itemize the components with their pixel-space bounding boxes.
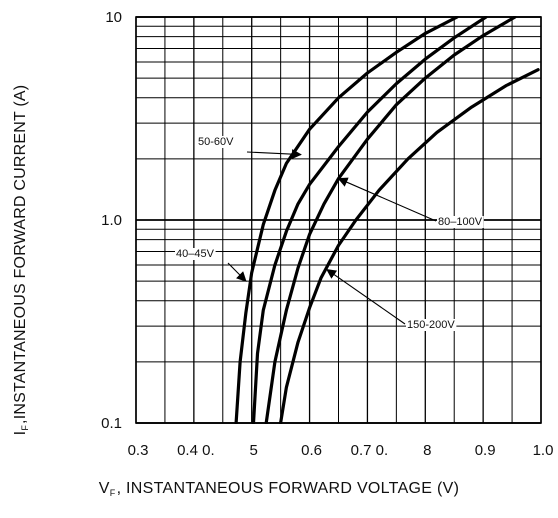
annotation-arrow <box>326 268 406 325</box>
x-axis-label-subscript: F <box>109 488 116 498</box>
y-axis-label-wrap: IF,INSTANTANEOUS FORWARD CURRENT (A) <box>0 0 40 518</box>
annotation-label-bg <box>406 319 457 331</box>
x-tick-label: 0.7 0. <box>351 442 389 459</box>
annotation-label-bg <box>197 136 236 148</box>
x-axis-label-prefix: V <box>98 480 110 497</box>
y-tick-label: 10 <box>105 9 122 26</box>
series-line <box>234 16 459 424</box>
annotation-label: 40–45V <box>176 248 215 260</box>
x-tick-label: 0.6 <box>301 442 322 459</box>
y-axis-label-prefix: I <box>12 430 29 436</box>
y-tick-label: 0.1 <box>101 415 122 432</box>
annotation-label-bg <box>175 248 216 260</box>
annotation-arrow <box>337 177 437 222</box>
y-tick-label: 1.0 <box>101 212 122 229</box>
tick-label-layer: 0.3 0.4 0. 5 0.6 0.7 0. 8 0.9 1.0 10 1.0 0.1 <box>101 9 553 459</box>
annotation-label: 50-60V <box>198 136 234 148</box>
annotation-arrow <box>227 262 247 282</box>
x-tick-label: 0.9 <box>475 442 496 459</box>
y-axis-label-rest: ,INSTANTANEOUS FORWARD CURRENT (A) <box>12 84 29 424</box>
annotation-arrow <box>246 149 302 160</box>
y-axis-label-subscript: F <box>20 424 30 431</box>
annotation-label: 150-200V <box>407 319 455 331</box>
x-tick-label: 0.4 0. <box>177 442 215 459</box>
x-axis-label: VF, INSTANTANEOUS FORWARD VOLTAGE (V) <box>0 480 558 498</box>
series-line <box>251 16 488 424</box>
x-tick-label: 5 <box>250 442 258 459</box>
x-tick-label: 1.0 <box>533 442 554 459</box>
x-tick-label: 0.3 <box>128 442 149 459</box>
x-tick-label: 8 <box>423 442 431 459</box>
annotation-label: 80–100V <box>438 216 483 228</box>
plot-frame <box>135 16 542 424</box>
series-line <box>279 68 540 424</box>
x-axis-label-rest: , INSTANTANEOUS FORWARD VOLTAGE (V) <box>116 480 460 497</box>
y-axis-label: IF,INSTANTANEOUS FORWARD CURRENT (A) <box>12 85 30 436</box>
annotation-label-bg <box>437 216 484 228</box>
annotation-layer: 50-60V 40–45V 80–100V 150-200V <box>175 136 484 331</box>
